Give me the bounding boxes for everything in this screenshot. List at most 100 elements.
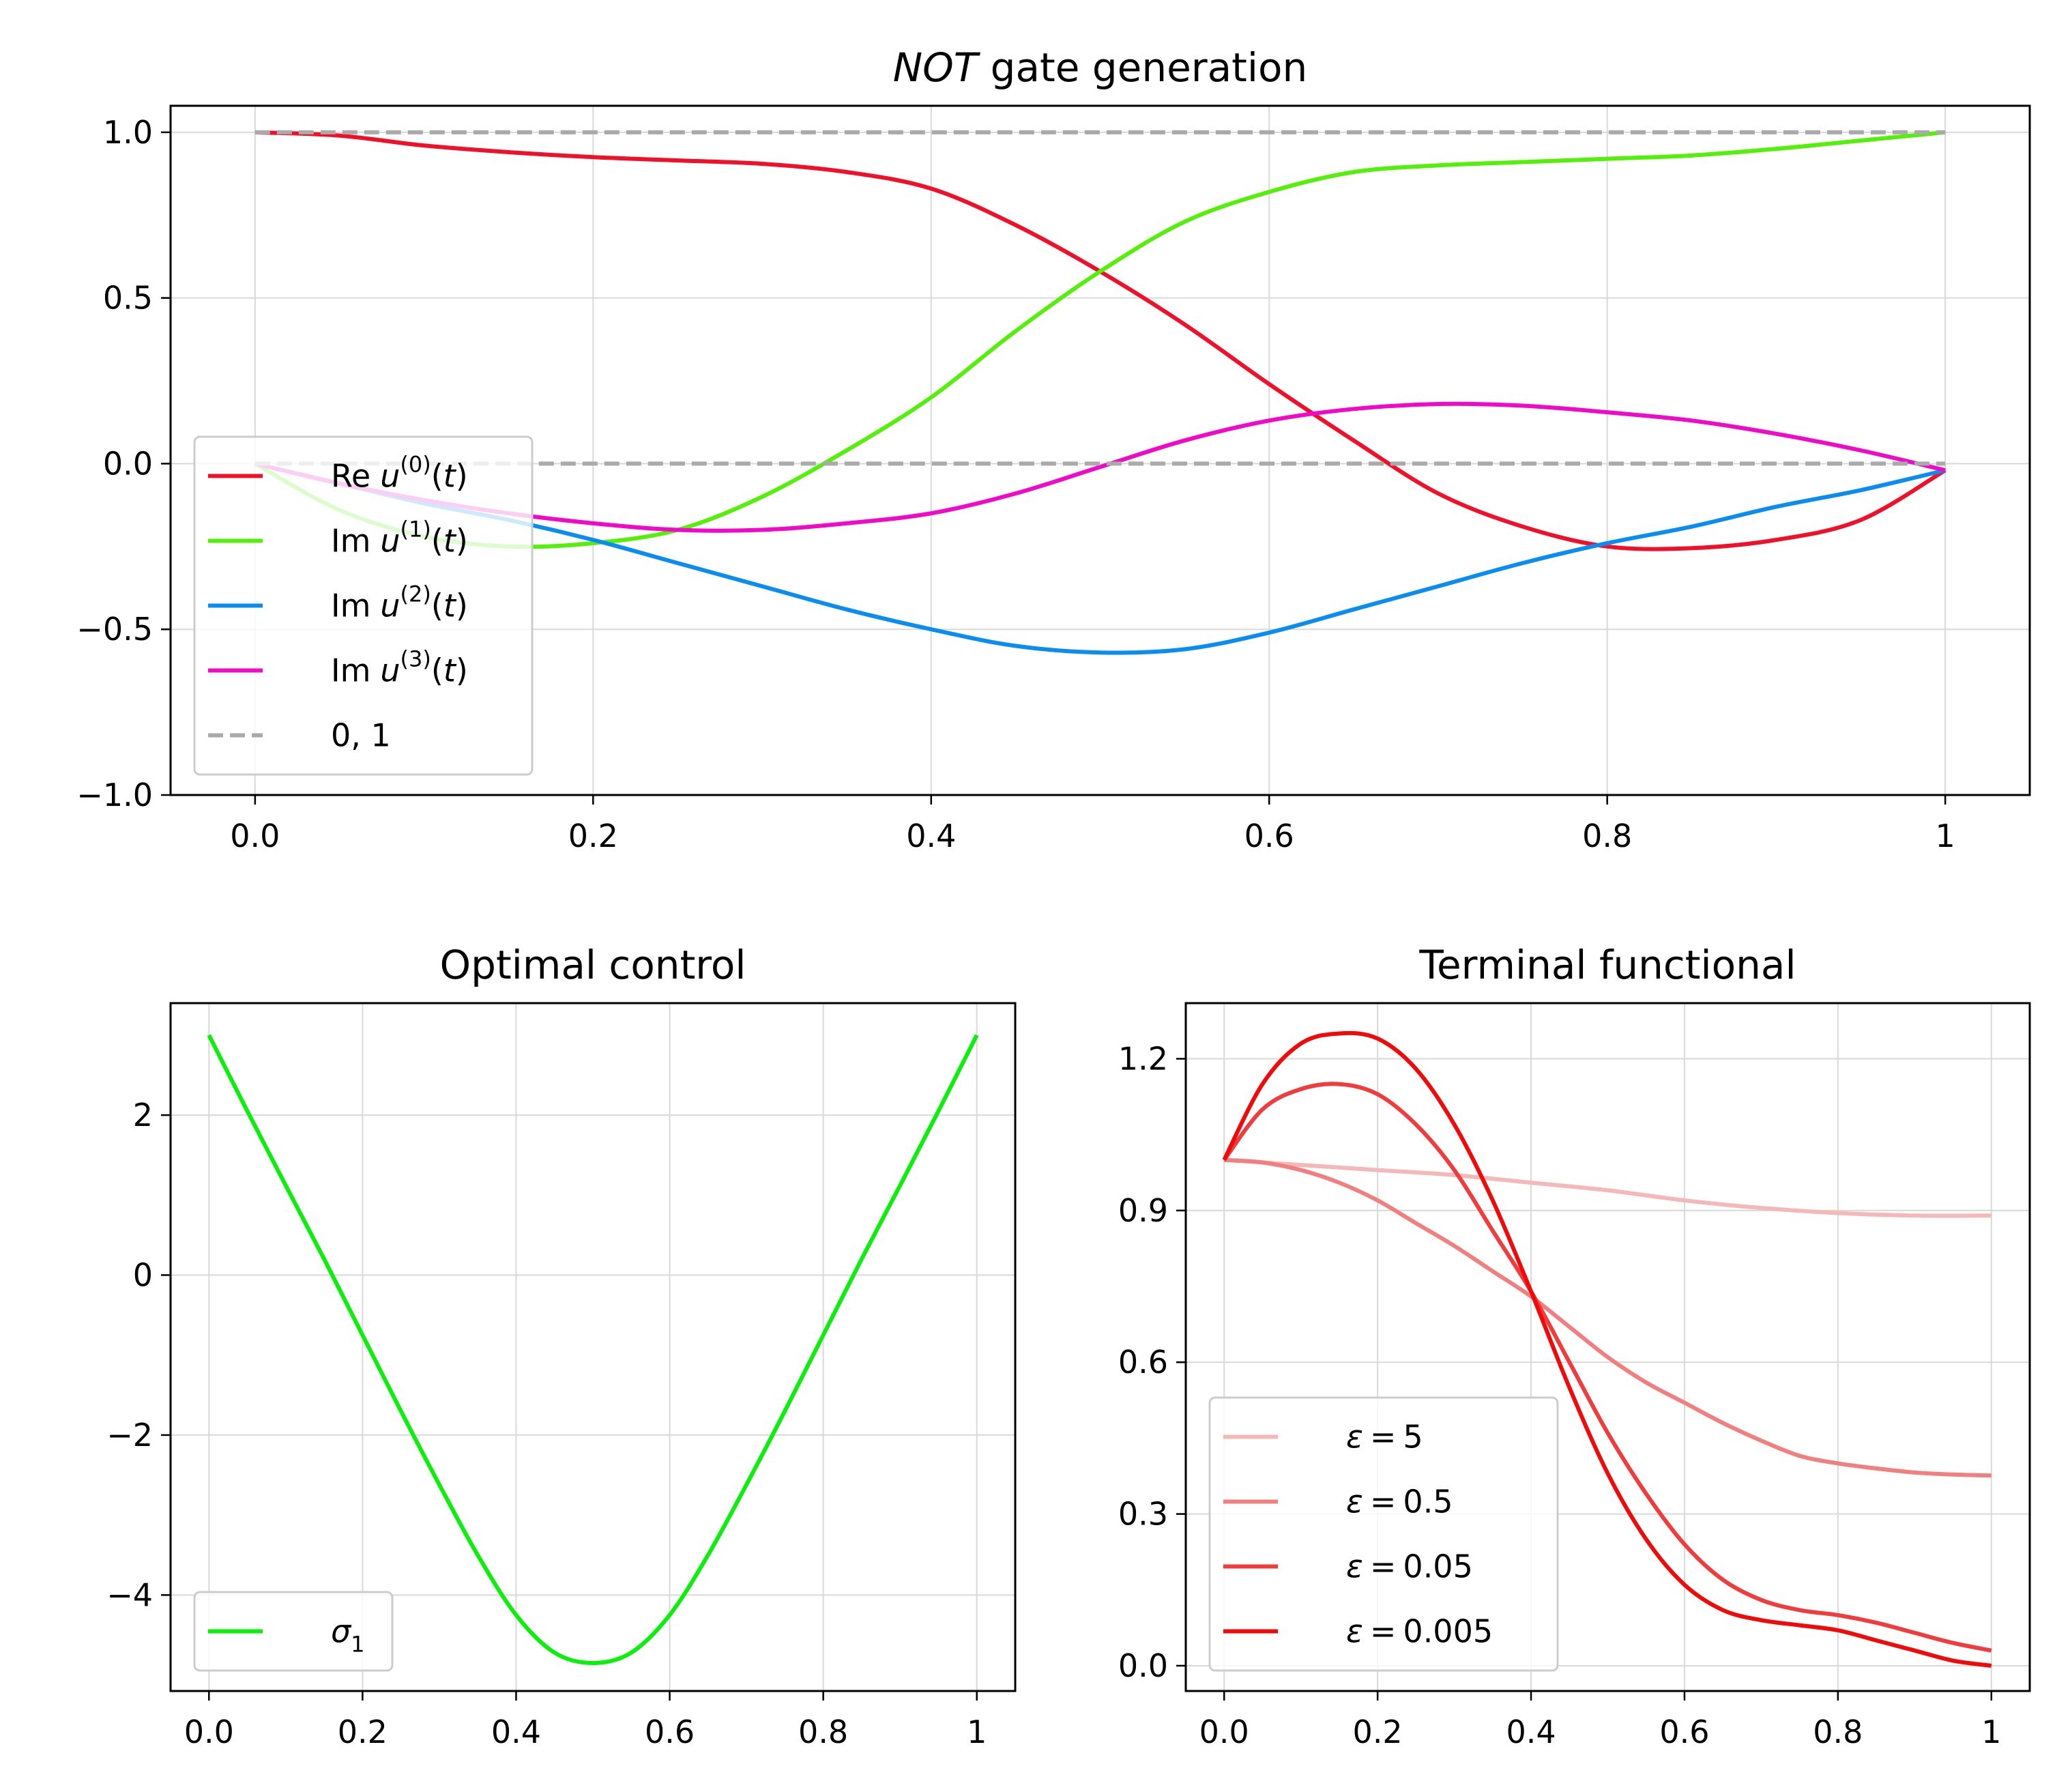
title-italic: NOT [893,44,981,91]
legend-label: Re u(0)(t) [331,452,468,495]
title-rest: gate generation [978,44,1307,91]
y-tick-label: −2 [106,1417,153,1454]
legend-t-close: ) [456,523,468,560]
chart-title: Terminal functional [1418,942,1796,988]
legend-box [1208,1396,1559,1672]
legend-equals: = [1370,1613,1397,1650]
legend-superscript: (1) [400,517,431,543]
series-line-eps-0-05 [1222,1082,1992,1653]
x-tick-label: 0.2 [1353,1714,1403,1750]
series-line-eps-0-005 [1222,1030,1992,1668]
chart-title: Optimal control [440,942,746,988]
legend-label: Im u(2)(t) [331,581,468,624]
y-tick-label: 2 [133,1097,153,1133]
x-tick-label: 0.8 [798,1714,848,1750]
legend-t-arg: ( [431,523,443,560]
axes-frame [169,104,2031,796]
legend-box [193,435,534,776]
y-tick-label: −1.0 [76,777,153,813]
legend-t-arg: ( [431,652,443,689]
y-tick-label: 0.9 [1118,1192,1168,1229]
y-tick-label: 0 [133,1257,153,1294]
legend-value: 0.5 [1403,1484,1453,1520]
x-tick-label: 0.0 [184,1714,234,1750]
axes-frame [169,1002,1017,1692]
legend-equals: = [1370,1484,1397,1520]
legend-u: u [380,523,400,560]
series-line-eps-0-5 [1224,1157,1992,1478]
series-line-sigma1 [207,1034,979,1665]
legend-t-arg: ( [431,458,443,495]
legend-t: t [443,588,457,624]
legend-t: t [443,458,457,495]
legend-prefix: Im [331,523,370,560]
x-tick-label: 0.2 [338,1714,388,1750]
legend: σ1 [193,1591,394,1672]
legend-t: t [443,523,457,560]
legend-label: ε = 5 [1346,1419,1423,1456]
x-tick-label: 0.8 [1813,1714,1863,1750]
legend-epsilon: ε [1346,1613,1363,1650]
legend-equals: = [1370,1548,1397,1585]
legend-subscript: 1 [351,1632,364,1658]
legend-t-close: ) [456,458,468,495]
legend-t-close: ) [456,588,468,624]
legend-t-arg: ( [431,588,443,624]
x-tick-label: 0.6 [1244,818,1294,854]
x-tick-label: 1 [1981,1714,2001,1750]
x-tick-label: 1 [967,1714,987,1750]
x-tick-label: 0.0 [230,818,280,854]
series-line-re-u-0-t- [254,130,1947,551]
series-line-im-u-2-t- [254,461,1946,655]
legend-value: 0.005 [1403,1613,1493,1650]
legend-epsilon: ε [1346,1484,1363,1520]
legend-u: u [380,458,400,495]
legend: ε = 5ε = 0.5ε = 0.05ε = 0.005 [1208,1396,1559,1672]
legend-value: 5 [1403,1419,1423,1456]
x-tick-label: 0.4 [491,1714,541,1750]
axes-frame [1184,1002,2031,1692]
legend-t: t [443,652,457,689]
plot-area [207,1034,979,1665]
legend-label: Im u(1)(t) [331,517,468,560]
legend-superscript: (0) [400,452,431,478]
x-tick-label: 0.6 [645,1714,695,1750]
legend-label: σ1 [331,1613,365,1658]
x-tick-label: 0.2 [568,818,618,854]
legend-u: u [380,652,400,689]
legend-label: ε = 0.05 [1346,1548,1473,1585]
legend-epsilon: ε [1346,1548,1363,1585]
legend: Re u(0)(t)Im u(1)(t)Im u(2)(t)Im u(3)(t)0, 1 [193,435,534,776]
y-tick-label: 1.0 [103,114,153,151]
y-tick-label: 0.6 [1118,1344,1168,1381]
legend-label: ε = 0.5 [1346,1484,1453,1520]
series-line-im-u-3-t- [254,401,1946,533]
legend-equals: = [1370,1419,1397,1456]
y-tick-label: 1.2 [1118,1041,1168,1078]
legend-box [193,1591,394,1672]
x-tick-label: 0.4 [906,818,956,854]
legend-u: u [380,588,400,624]
legend-text: 0, 1 [331,717,391,754]
y-tick-label: 0.0 [1118,1647,1168,1684]
y-tick-label: 0.5 [103,280,153,317]
y-tick-label: −4 [106,1576,153,1613]
chart-top: 0.0 0.2 0.4 0.6 0.8 1 1.0 0.5 0.0 −0.5 −1.0 NOT gat… [76,44,2031,854]
legend-label: 0, 1 [331,717,391,754]
series-line-im-u-1-t- [254,130,1946,549]
legend-prefix: Re [331,458,370,495]
legend-epsilon: ε [1346,1419,1363,1456]
y-tick-label: 0.3 [1118,1496,1168,1533]
legend-t-close: ) [456,652,468,689]
series-line-eps-5 [1224,1157,1992,1218]
legend-prefix: Im [331,652,370,689]
chart-title: NOT gate generation [893,44,1308,91]
legend-value: 0.05 [1403,1548,1472,1585]
plot-area [1222,1030,1992,1668]
legend-label: ε = 0.005 [1346,1613,1493,1650]
x-tick-label: 0.6 [1659,1714,1709,1750]
y-tick-label: −0.5 [76,611,153,648]
x-tick-label: 0.0 [1199,1714,1249,1750]
plot-area [254,130,1947,655]
